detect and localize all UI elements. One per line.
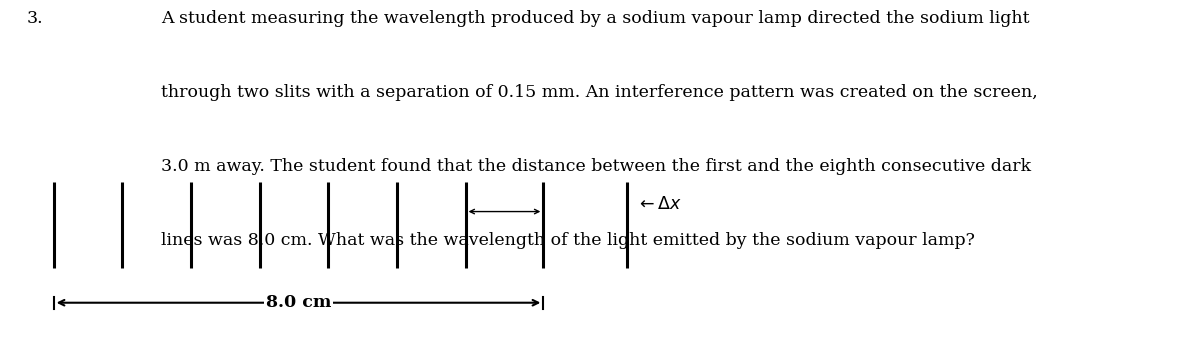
- Text: 3.: 3.: [26, 10, 43, 27]
- Text: $\leftarrow\Delta x$: $\leftarrow\Delta x$: [636, 196, 682, 213]
- Text: 3.0 m away. The student found that the distance between the first and the eighth: 3.0 m away. The student found that the d…: [161, 158, 1032, 175]
- Text: through two slits with a separation of 0.15 mm. An interference pattern was crea: through two slits with a separation of 0…: [161, 84, 1038, 101]
- Text: A student measuring the wavelength produced by a sodium vapour lamp directed the: A student measuring the wavelength produ…: [161, 10, 1029, 27]
- Text: lines was 8.0 cm. What was the wavelength of the light emitted by the sodium vap: lines was 8.0 cm. What was the wavelengt…: [161, 232, 975, 249]
- Text: 8.0 cm: 8.0 cm: [266, 294, 331, 311]
